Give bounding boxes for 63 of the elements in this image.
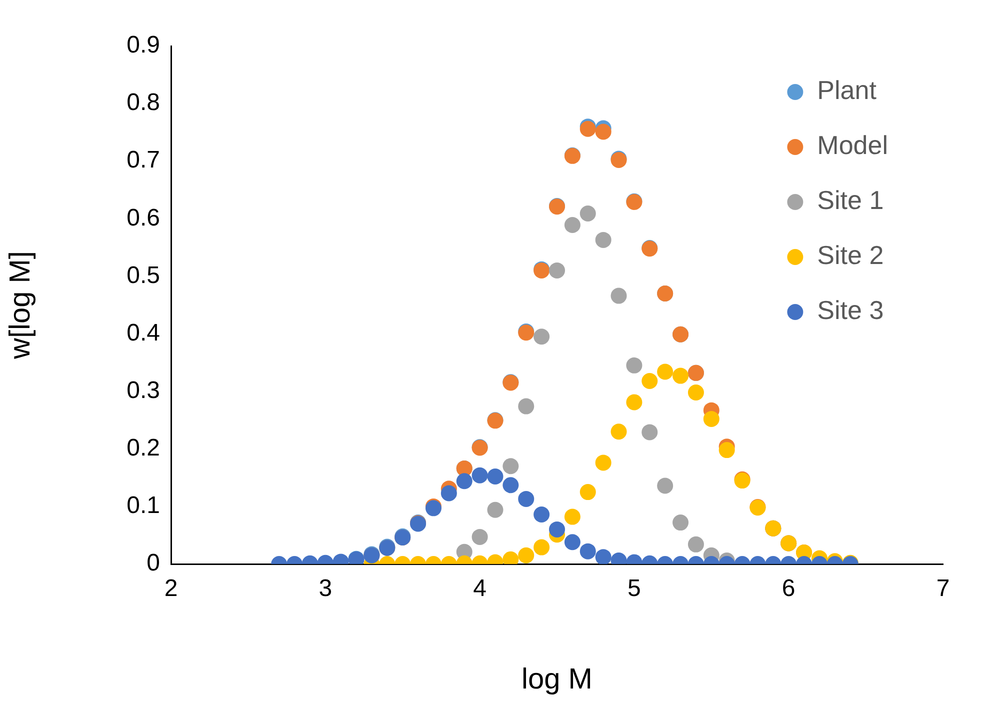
point [487, 502, 504, 518]
point [595, 124, 612, 140]
point [487, 468, 504, 485]
x-axis-title: log M [522, 664, 592, 696]
point [672, 514, 689, 531]
point [549, 521, 565, 538]
x-tick-label: 2 [164, 575, 178, 602]
point [642, 372, 658, 389]
y-tick-label: 0.3 [126, 376, 160, 404]
x-tick-label: 5 [628, 575, 641, 602]
point [518, 547, 534, 564]
point [688, 536, 704, 552]
point [580, 205, 596, 222]
point [595, 454, 612, 471]
y-tick-label: 0.1 [126, 492, 160, 520]
point [580, 484, 596, 500]
x-tick-label: 3 [318, 575, 332, 602]
y-tick-label: 0.8 [126, 89, 160, 116]
legend-label: Site 2 [817, 240, 884, 270]
x-tick-label: 7 [936, 575, 950, 602]
point [703, 410, 720, 427]
y-tick-label: 0 [146, 550, 160, 577]
point [502, 458, 519, 474]
y-tick-label: 0.4 [126, 319, 160, 346]
legend-label: Site 1 [817, 185, 884, 216]
y-tick-label: 0.6 [126, 204, 160, 232]
point [518, 398, 534, 414]
y-tick-label: 0.7 [126, 146, 160, 174]
point [595, 232, 612, 248]
point [657, 364, 674, 380]
legend-label: Site 3 [817, 295, 884, 326]
x-tick-label: 6 [782, 575, 796, 602]
point [610, 424, 627, 440]
point [472, 467, 488, 484]
point [595, 549, 612, 564]
point [534, 506, 550, 522]
point [642, 424, 658, 440]
point [472, 528, 488, 545]
y-tick-label: 0.2 [126, 434, 160, 462]
point [534, 328, 550, 345]
point [610, 288, 627, 304]
y-tick-label: 0.5 [126, 262, 160, 289]
y-axis-title: w[log M] [4, 251, 36, 360]
point [626, 394, 642, 410]
point [456, 473, 472, 490]
point [672, 368, 689, 384]
legend-label: Plant [817, 75, 878, 106]
x-tick-label: 4 [473, 575, 486, 602]
point [502, 477, 519, 494]
point [549, 262, 565, 278]
point [564, 534, 580, 550]
point [564, 217, 580, 233]
point [534, 539, 550, 556]
point [626, 357, 642, 374]
point [718, 442, 735, 458]
legend-label: Model [817, 130, 888, 160]
y-tick-label: 0.9 [126, 32, 160, 59]
point [440, 485, 457, 502]
point [657, 478, 674, 494]
point [564, 508, 580, 525]
point [518, 490, 534, 507]
point [688, 384, 704, 400]
point [580, 543, 596, 560]
